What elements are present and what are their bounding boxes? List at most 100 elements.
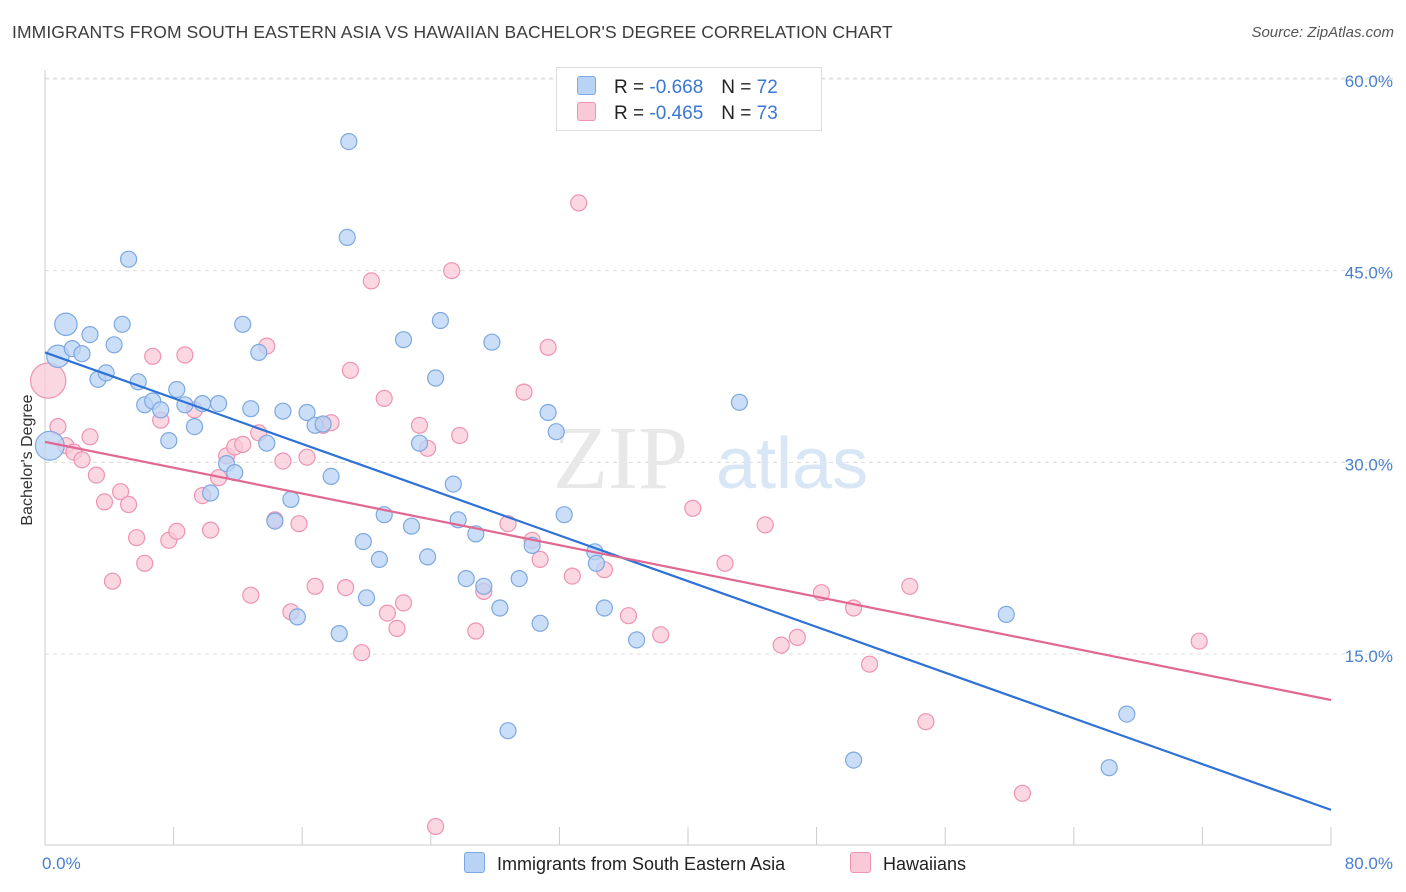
sea-immigrants-point: [419, 548, 437, 566]
hawaiians-point: [860, 655, 879, 673]
sea-immigrants-point: [539, 403, 557, 422]
sea-immigrants-point: [258, 434, 276, 452]
sea-immigrants-point: [444, 475, 462, 493]
hawaiians-point: [306, 577, 324, 595]
hawaiians-point: [274, 452, 292, 470]
legend-swatch-blue: [464, 852, 485, 873]
sea-immigrants-point: [627, 631, 646, 649]
sea-immigrants-point: [997, 605, 1015, 624]
hawaiians-point: [234, 435, 252, 453]
watermark: ZIP atlas: [553, 409, 868, 508]
legend-r-label: R =: [614, 77, 645, 98]
hawaiians-point: [378, 604, 396, 622]
hawaiians-point: [353, 644, 371, 662]
y-tick-label: 15.0%: [1345, 647, 1393, 666]
sea-immigrants-point: [298, 403, 316, 422]
sea-immigrants-point: [242, 400, 260, 418]
hawaiians-point: [515, 383, 533, 401]
hawaiians-point: [128, 529, 146, 547]
legend-n-label: N =: [721, 77, 752, 98]
chart-title: IMMIGRANTS FROM SOUTH EASTERN ASIA VS HA…: [12, 22, 893, 42]
sea-immigrants-point: [97, 364, 115, 382]
sea-immigrants-point: [510, 569, 528, 588]
hawaiians-point: [168, 522, 186, 540]
legend-label-sea-immigrants: Immigrants from South Eastern Asia: [497, 854, 786, 874]
sea-immigrants-point: [531, 614, 549, 632]
hawaiians-point: [176, 346, 194, 364]
sea-immigrants-point: [402, 517, 421, 535]
hawaiians-point: [144, 347, 162, 365]
y-tick-label: 60.0%: [1345, 72, 1393, 91]
hawaiians-point: [563, 567, 581, 585]
hawaiians-point: [341, 361, 359, 379]
legend-r-value-series1: -0.668: [649, 77, 704, 98]
hawaiians-point: [451, 426, 469, 445]
watermark-zip: ZIP: [553, 409, 688, 508]
legend-label-hawaiians: Hawaiians: [883, 854, 967, 874]
sea-immigrants-point: [357, 589, 376, 607]
hawaiians-point: [73, 451, 91, 469]
sea-immigrants-point: [152, 401, 170, 419]
sea-immigrants-point: [1100, 759, 1118, 777]
hawaiians-point: [1013, 784, 1032, 802]
hawaiians-point: [388, 619, 406, 638]
legend-item-sea-immigrants: Immigrants from South Eastern Asia: [464, 852, 785, 875]
x-tick-label-min: 0.0%: [42, 854, 81, 873]
sea-immigrants-point: [457, 569, 475, 588]
sea-immigrants-point: [274, 402, 292, 420]
sea-immigrants-point: [555, 506, 573, 524]
hawaiians-point: [716, 554, 734, 572]
sea-immigrants-point: [431, 311, 449, 330]
sea-immigrants-point: [314, 415, 332, 433]
sea-immigrants-point: [844, 751, 863, 769]
hawaiians-point: [917, 713, 935, 731]
sea-immigrants-point: [354, 532, 372, 551]
sea-immigrants-trendline: [44, 351, 1332, 811]
hawaiians-point: [95, 493, 114, 511]
sea-immigrants-point: [250, 343, 268, 361]
watermark-atlas: atlas: [716, 424, 868, 504]
hawaiians-point: [337, 578, 355, 597]
hawaiians-trendline: [44, 440, 1332, 702]
hawaiians-point: [298, 448, 316, 466]
hawaiians-points: [30, 194, 1208, 836]
hawaiians-point: [87, 466, 106, 484]
sea-immigrants-point: [113, 315, 131, 333]
hawaiians-point: [443, 262, 461, 280]
correlation-legend: R = -0.668 N = 72 R = -0.465 N = 73: [556, 67, 822, 131]
tick-labels: 15.0% 30.0% 45.0% 60.0% 0.0% 80.0%: [42, 72, 1393, 873]
sea-immigrants-point: [210, 395, 228, 413]
hawaiians-point: [103, 572, 122, 590]
y-tick-label: 30.0%: [1345, 455, 1393, 474]
hawaiians-point: [136, 554, 154, 572]
trendlines: [44, 351, 1332, 811]
sea-immigrants-point: [394, 331, 413, 349]
sea-immigrants-point: [202, 484, 220, 502]
legend-r-label: R =: [614, 103, 645, 124]
legend-n-label: N =: [721, 103, 752, 124]
hawaiians-point: [684, 499, 702, 517]
y-tick-label: 45.0%: [1345, 264, 1393, 283]
sea-immigrants-point: [1118, 705, 1136, 723]
hawaiians-point: [202, 521, 220, 539]
sea-immigrants-point: [234, 315, 252, 333]
sea-immigrants-point: [282, 490, 300, 508]
hawaiians-point: [788, 628, 806, 647]
sea-immigrants-point: [587, 554, 606, 572]
sea-immigrants-point: [340, 133, 358, 151]
hawaiians-point: [394, 594, 413, 612]
sea-immigrants-point: [322, 467, 340, 485]
sea-immigrants-points: [34, 133, 1136, 777]
legend-swatch-pink: [850, 852, 871, 873]
legend-swatch-blue: [577, 76, 596, 95]
hawaiians-point: [772, 636, 790, 654]
sea-immigrants-point: [330, 624, 348, 643]
legend-row-series1: R = -0.668 N = 72: [577, 76, 778, 98]
legend-n-value-series2: 73: [756, 103, 778, 124]
sea-immigrants-point: [370, 550, 388, 569]
sea-immigrants-point: [595, 599, 614, 617]
hawaiians-point: [619, 607, 638, 625]
legend-item-hawaiians: Hawaiians: [850, 852, 966, 875]
legend-swatch-pink: [577, 102, 596, 121]
